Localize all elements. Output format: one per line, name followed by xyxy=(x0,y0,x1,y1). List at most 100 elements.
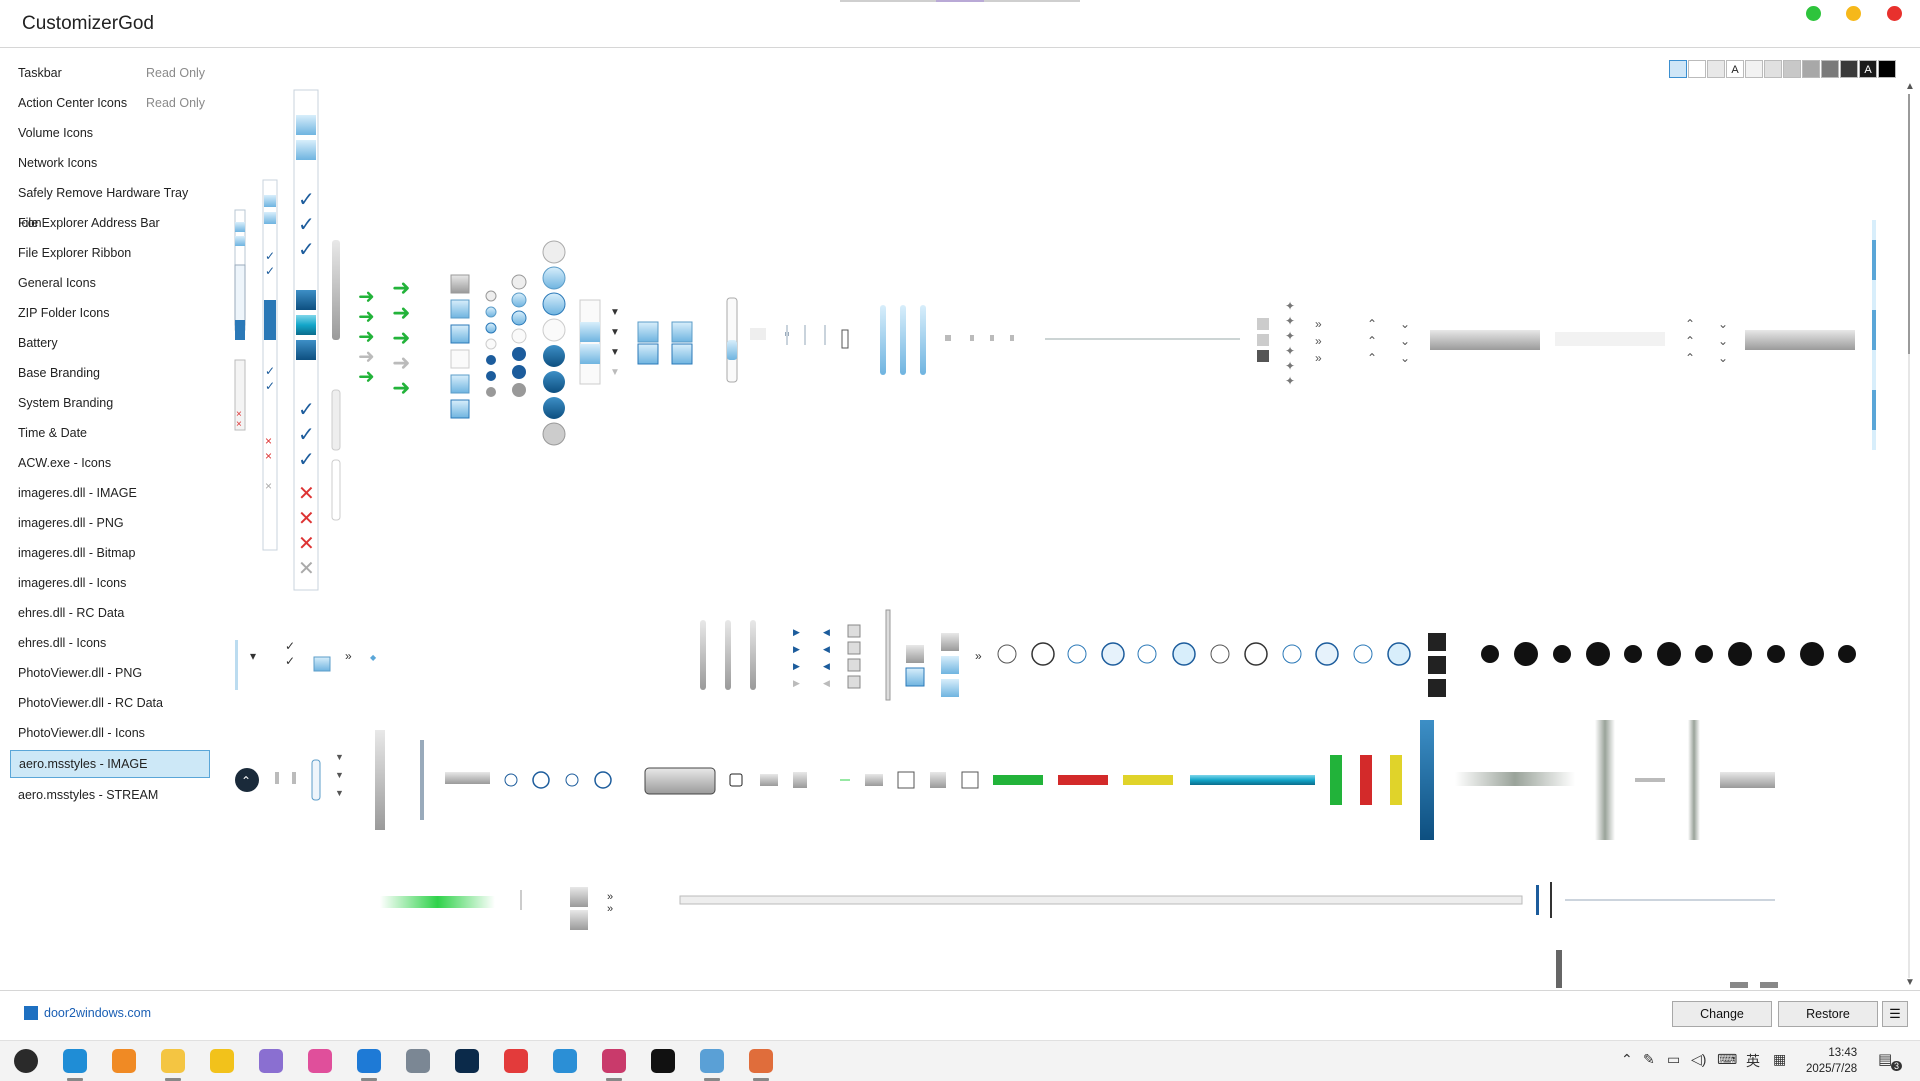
capcut-icon[interactable] xyxy=(651,1049,675,1073)
paint-icon[interactable] xyxy=(749,1049,773,1073)
notification-center-icon[interactable]: ▤ xyxy=(1878,1051,1893,1068)
sidebar-item[interactable]: General Icons xyxy=(10,268,210,298)
background-swatch[interactable] xyxy=(1802,60,1820,78)
sidebar-item[interactable]: Time & Date xyxy=(10,418,210,448)
color-bars-icon[interactable] xyxy=(308,1049,332,1073)
background-swatch[interactable] xyxy=(1688,60,1706,78)
svg-text:⌃: ⌃ xyxy=(1367,334,1377,348)
sidebar-item[interactable]: Base Branding xyxy=(10,358,210,388)
pen-icon[interactable] xyxy=(210,1049,234,1073)
sidebar-item[interactable]: ehres.dll - Icons xyxy=(10,628,210,658)
svg-text:▼: ▼ xyxy=(610,327,620,338)
windows-start-icon[interactable] xyxy=(14,1049,38,1073)
sidebar-item-label: ehres.dll - RC Data xyxy=(18,606,125,620)
sidebar-item[interactable]: Battery xyxy=(10,328,210,358)
svg-text:▾: ▾ xyxy=(250,649,256,663)
canvas-vertical-scrollbar[interactable]: ▲ ▼ xyxy=(1902,82,1918,988)
svg-text:✦: ✦ xyxy=(1285,314,1295,328)
background-swatch[interactable] xyxy=(1745,60,1763,78)
search-tool-icon[interactable] xyxy=(112,1049,136,1073)
sidebar-item[interactable]: Volume Icons xyxy=(10,118,210,148)
vscode-icon[interactable] xyxy=(357,1049,381,1073)
svg-text:×: × xyxy=(265,449,272,463)
photoshop-icon[interactable] xyxy=(455,1049,479,1073)
row2-misc: ▾ ✓ ✓ » ◆ ▶ ▶ ▶ ▶ ◀ ◀ ◀ ◀ xyxy=(235,609,982,701)
background-swatch[interactable]: A xyxy=(1726,60,1744,78)
sidebar-item-label: General Icons xyxy=(18,276,96,290)
volume-icon[interactable]: ◁) xyxy=(1691,1051,1707,1067)
sidebar-item-label: aero.msstyles - STREAM xyxy=(18,788,159,802)
background-swatch[interactable] xyxy=(1878,60,1896,78)
scroll-track[interactable] xyxy=(1908,94,1910,978)
sidebar-item[interactable]: aero.msstyles - STREAM xyxy=(10,780,210,810)
sidebar-item[interactable]: PhotoViewer.dll - Icons xyxy=(10,718,210,748)
sidebar-item[interactable]: ZIP Folder Icons xyxy=(10,298,210,328)
customizer-icon[interactable] xyxy=(602,1049,626,1073)
window-tool-icon[interactable] xyxy=(553,1049,577,1073)
settings-tool-icon[interactable] xyxy=(406,1049,430,1073)
gray-gradient-bars xyxy=(1430,330,1855,350)
svg-text:✓: ✓ xyxy=(265,364,275,378)
sidebar-item[interactable]: Network Icons xyxy=(10,148,210,178)
tray-pen-icon[interactable]: ✎ xyxy=(1643,1051,1655,1067)
background-swatch[interactable] xyxy=(1821,60,1839,78)
svg-text:▼: ▼ xyxy=(610,307,620,318)
notepad-icon[interactable] xyxy=(700,1049,724,1073)
sidebar-item-label: Time & Date xyxy=(18,426,88,440)
title-bar: CustomizerGod xyxy=(0,0,1920,48)
sidebar-item[interactable]: PhotoViewer.dll - PNG xyxy=(10,658,210,688)
sidebar-item[interactable]: ACW.exe - Icons xyxy=(10,448,210,478)
menu-icon[interactable]: ☰ xyxy=(1882,1001,1908,1027)
taskbar-clock[interactable]: 13:43 2025/7/28 xyxy=(1806,1045,1857,1077)
change-button[interactable]: Change xyxy=(1672,1001,1772,1027)
scroll-up-arrow-icon[interactable]: ▲ xyxy=(1905,81,1915,92)
sidebar-item[interactable]: Action Center Icons Read Only xyxy=(10,88,210,118)
sidebar-item-label: imageres.dll - IMAGE xyxy=(18,486,137,500)
brand-link-text[interactable]: door2windows.com xyxy=(44,1006,151,1020)
scroll-down-arrow-icon[interactable]: ▼ xyxy=(1905,977,1915,988)
svg-text:✕: ✕ xyxy=(298,558,315,580)
background-swatch[interactable]: A xyxy=(1859,60,1877,78)
sidebar-item[interactable]: PhotoViewer.dll - RC Data xyxy=(10,688,210,718)
svg-text:⌄: ⌄ xyxy=(1718,351,1728,365)
sidebar-item[interactable]: imageres.dll - Bitmap xyxy=(10,538,210,568)
sidebar-item[interactable]: imageres.dll - IMAGE xyxy=(10,478,210,508)
restore-button[interactable]: Restore xyxy=(1778,1001,1878,1027)
background-swatch[interactable] xyxy=(1764,60,1782,78)
tray-overflow-chevron-icon[interactable]: ⌃ xyxy=(1621,1051,1633,1067)
scroll-thumb[interactable] xyxy=(1908,94,1910,354)
sidebar-item[interactable]: Safely Remove Hardware Tray Icon xyxy=(10,178,210,230)
keyboard-icon[interactable]: ⌨ xyxy=(1717,1051,1738,1067)
sidebar-item-label: PhotoViewer.dll - RC Data xyxy=(18,696,163,710)
red-dot-button[interactable] xyxy=(1887,6,1902,21)
edge-icon[interactable] xyxy=(63,1049,87,1073)
background-swatch[interactable] xyxy=(1840,60,1858,78)
svg-text:✓: ✓ xyxy=(298,424,315,446)
file-explorer-icon[interactable] xyxy=(161,1049,185,1073)
background-swatch[interactable] xyxy=(1669,60,1687,78)
door2windows-logo-icon xyxy=(24,1006,38,1020)
green-dot-button[interactable] xyxy=(1806,6,1821,21)
sidebar-item[interactable]: aero.msstyles - IMAGE xyxy=(10,750,210,778)
svg-text:➜: ➜ xyxy=(392,375,410,400)
sidebar-item[interactable]: imageres.dll - Icons xyxy=(10,568,210,598)
background-swatch[interactable] xyxy=(1707,60,1725,78)
sidebar-item[interactable]: File Explorer Address Bar xyxy=(10,208,210,238)
chevron-circle-row-light xyxy=(997,633,1446,697)
sidebar-item[interactable]: imageres.dll - PNG xyxy=(10,508,210,538)
network-icon[interactable]: ▭ xyxy=(1667,1051,1681,1067)
sidebar-item[interactable]: File Explorer Ribbon xyxy=(10,238,210,268)
spin-buttons xyxy=(637,297,738,383)
ime-language-indicator[interactable]: 英 xyxy=(1746,1053,1760,1069)
ime-mode-icon[interactable]: ▦ xyxy=(1773,1051,1787,1067)
sidebar-item[interactable]: Taskbar Read Only xyxy=(10,58,210,88)
yellow-dot-button[interactable] xyxy=(1846,6,1861,21)
titlebar-drag-strip-accent xyxy=(936,0,984,2)
sidebar-item[interactable]: System Branding xyxy=(10,388,210,418)
svg-text:✦: ✦ xyxy=(1285,344,1295,358)
background-swatch[interactable] xyxy=(1783,60,1801,78)
music-icon[interactable] xyxy=(504,1049,528,1073)
brand-link[interactable]: door2windows.com xyxy=(24,1006,151,1020)
media-player-icon[interactable] xyxy=(259,1049,283,1073)
sidebar-item[interactable]: ehres.dll - RC Data xyxy=(10,598,210,628)
